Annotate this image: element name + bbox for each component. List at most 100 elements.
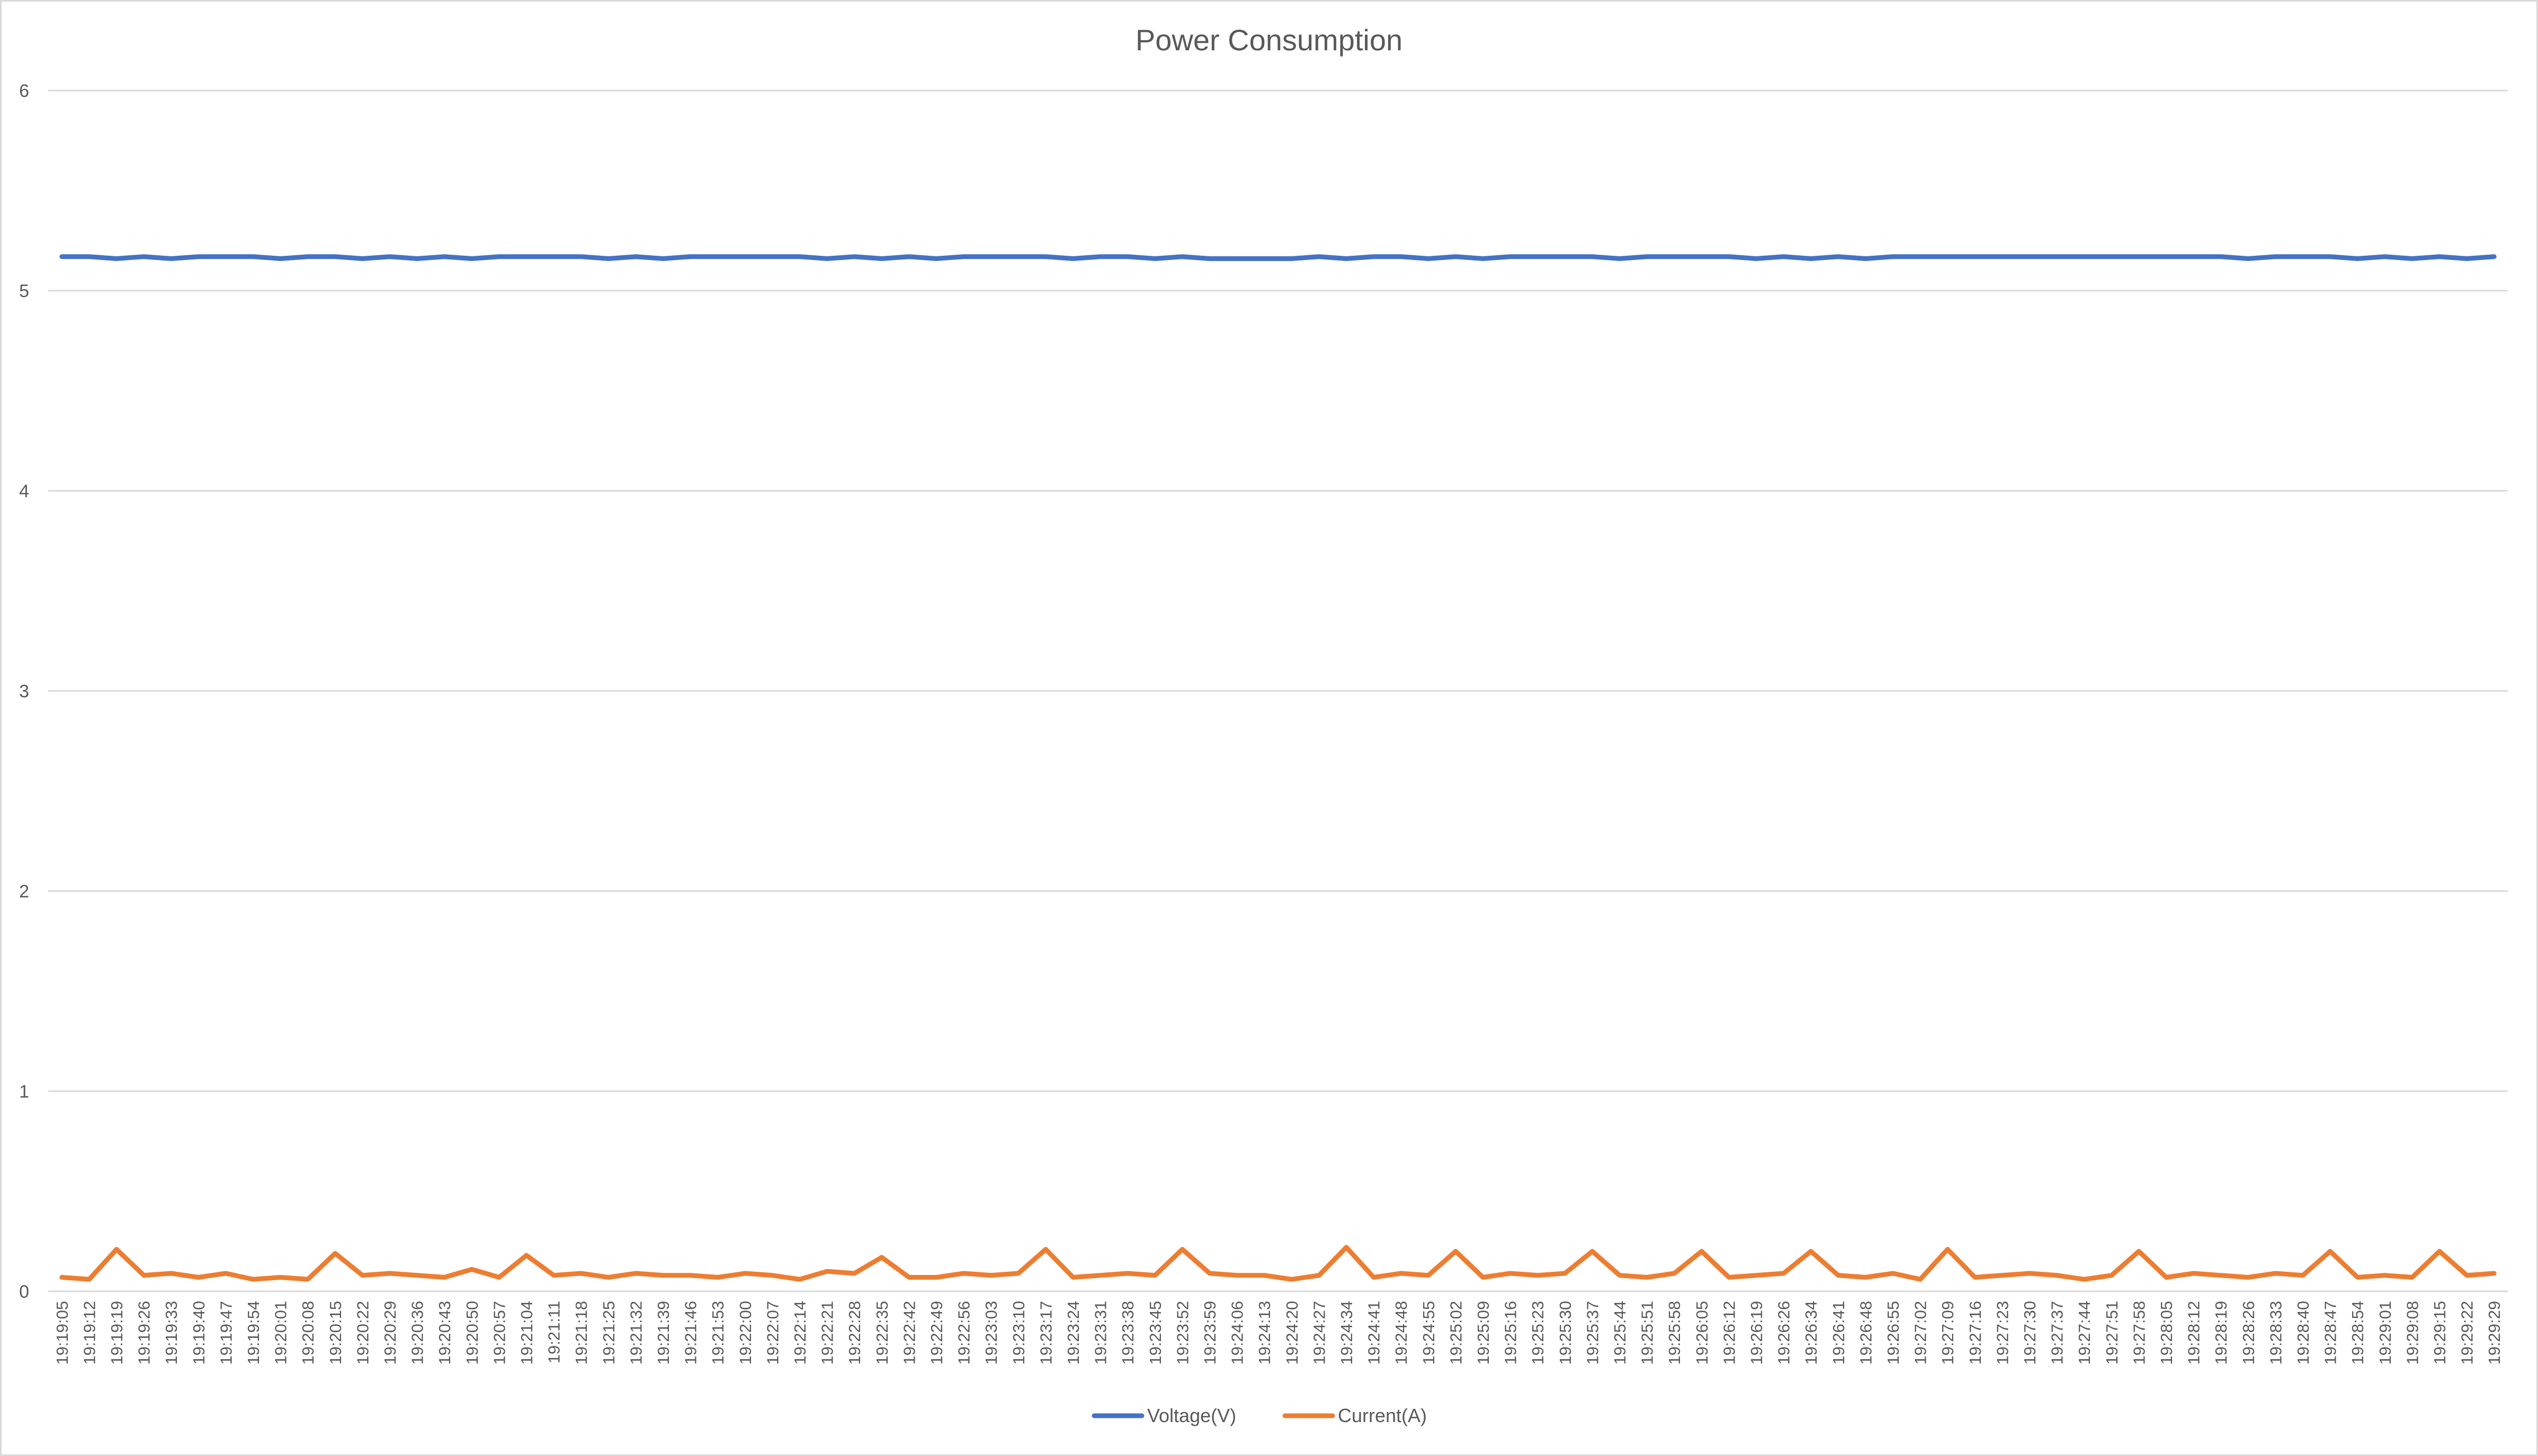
chart-title: Power Consumption: [1136, 23, 1402, 57]
x-tick-label: 19:22:56: [955, 1301, 973, 1365]
x-tick-label: 19:21:39: [654, 1301, 673, 1365]
x-tick-label: 19:19:54: [244, 1301, 263, 1365]
x-tick-label: 19:26:12: [1720, 1301, 1738, 1365]
x-tick-label: 19:25:44: [1611, 1301, 1629, 1365]
x-tick-label: 19:26:05: [1693, 1301, 1711, 1365]
x-tick-label: 19:25:58: [1665, 1301, 1684, 1365]
y-tick-label: 2: [19, 882, 29, 902]
legend-label: Voltage(V): [1147, 1405, 1236, 1426]
x-tick-label: 19:22:28: [845, 1301, 864, 1365]
x-tick-label: 19:25:30: [1556, 1301, 1575, 1365]
x-tick-label: 19:20:15: [326, 1301, 345, 1365]
x-tick-label: 19:24:20: [1283, 1301, 1301, 1365]
x-tick-label: 19:27:51: [2103, 1301, 2121, 1365]
x-tick-label: 19:23:31: [1092, 1301, 1110, 1365]
legend: Voltage(V) Current(A): [1092, 1405, 1427, 1426]
x-tick-label: 19:25:37: [1583, 1301, 1602, 1365]
x-tick-label: 19:22:49: [927, 1301, 946, 1365]
y-tick-label: 6: [19, 81, 29, 101]
x-tick-label: 19:28:54: [2348, 1301, 2367, 1365]
x-tick-label: 19:21:11: [545, 1301, 564, 1363]
x-tick-label: 19:26:19: [1747, 1301, 1766, 1365]
x-tick-label: 19:20:50: [463, 1301, 481, 1365]
x-tick-label: 19:26:34: [1802, 1301, 1820, 1365]
x-tick-label: 19:23:52: [1173, 1301, 1192, 1365]
x-tick-label: 19:26:55: [1884, 1301, 1902, 1365]
x-tick-label: 19:29:15: [2430, 1301, 2449, 1365]
y-tick-label: 5: [19, 281, 29, 301]
x-tick-label: 19:24:55: [1419, 1301, 1438, 1365]
x-tick-label: 19:20:36: [408, 1301, 427, 1365]
x-tick-label: 19:28:47: [2321, 1301, 2340, 1365]
x-tick-label: 19:24:34: [1337, 1301, 1356, 1365]
y-tick-label: 4: [19, 481, 29, 501]
x-tick-label: 19:24:41: [1365, 1301, 1383, 1365]
x-tick-label: 19:20:22: [353, 1301, 372, 1365]
x-tick-label: 19:25:02: [1446, 1301, 1465, 1365]
x-tick-label: 19:23:03: [982, 1301, 1000, 1365]
x-axis: 19:19:05 19:19:12 19:19:19 19:19:26 19:19:33…: [53, 1301, 2504, 1365]
x-tick-label: 19:28:40: [2294, 1301, 2312, 1365]
x-tick-label: 19:23:17: [1036, 1301, 1055, 1365]
x-tick-label: 19:19:05: [53, 1301, 72, 1365]
x-tick-label: 19:21:46: [682, 1301, 700, 1365]
x-tick-label: 19:20:08: [299, 1301, 317, 1365]
x-tick-label: 19:19:47: [217, 1301, 235, 1365]
x-tick-label: 19:22:07: [763, 1301, 782, 1365]
x-tick-label: 19:21:04: [517, 1301, 536, 1365]
x-tick-label: 19:24:48: [1392, 1301, 1410, 1365]
x-tick-label: 19:19:19: [108, 1301, 126, 1365]
x-tick-label: 19:27:02: [1911, 1301, 1930, 1365]
x-tick-label: 19:23:10: [1009, 1301, 1028, 1365]
x-tick-label: 19:22:35: [873, 1301, 891, 1365]
x-tick-label: 19:24:13: [1255, 1301, 1274, 1365]
x-tick-label: 19:27:09: [1938, 1301, 1957, 1365]
x-tick-label: 19:28:05: [2157, 1301, 2176, 1365]
x-tick-label: 19:27:37: [2048, 1301, 2067, 1365]
x-tick-label: 19:26:41: [1829, 1301, 1848, 1365]
x-tick-label: 19:19:12: [80, 1301, 99, 1365]
x-tick-label: 19:22:21: [818, 1301, 837, 1365]
y-tick-label: 3: [19, 681, 29, 702]
x-tick-label: 19:29:01: [2376, 1301, 2394, 1365]
x-tick-label: 19:29:29: [2485, 1301, 2504, 1365]
x-tick-label: 19:25:23: [1529, 1301, 1547, 1365]
y-axis: 0 1 2 3 4 5 6: [19, 81, 29, 1302]
x-tick-label: 19:26:48: [1856, 1301, 1875, 1365]
series-line-current: [59, 1245, 2497, 1282]
x-tick-label: 19:26:26: [1775, 1301, 1793, 1365]
x-tick-label: 19:21:53: [709, 1301, 727, 1365]
x-tick-label: 19:28:19: [2212, 1301, 2230, 1365]
x-tick-label: 19:20:57: [490, 1301, 508, 1365]
y-tick-label: 0: [19, 1282, 29, 1302]
x-tick-label: 19:20:43: [435, 1301, 454, 1365]
plot-series: [59, 254, 2497, 1282]
x-tick-label: 19:20:01: [272, 1301, 290, 1365]
x-tick-label: 19:19:26: [135, 1301, 154, 1365]
x-tick-label: 19:22:14: [791, 1301, 809, 1365]
x-tick-label: 19:21:25: [600, 1301, 618, 1365]
legend-label: Current(A): [1338, 1405, 1427, 1426]
x-tick-label: 19:27:16: [1966, 1301, 1985, 1365]
x-tick-label: 19:23:45: [1146, 1301, 1165, 1365]
x-tick-label: 19:23:24: [1064, 1301, 1083, 1365]
x-tick-label: 19:28:33: [2266, 1301, 2285, 1365]
x-tick-label: 19:27:44: [2075, 1301, 2094, 1365]
x-tick-label: 19:24:27: [1310, 1301, 1328, 1365]
x-tick-label: 19:23:38: [1119, 1301, 1137, 1365]
x-tick-label: 19:24:06: [1228, 1301, 1247, 1365]
y-tick-label: 1: [19, 1082, 29, 1102]
x-tick-label: 19:20:29: [381, 1301, 399, 1365]
x-tick-label: 19:25:16: [1502, 1301, 1520, 1365]
x-tick-label: 19:27:58: [2130, 1301, 2148, 1365]
x-tick-label: 19:21:32: [627, 1301, 645, 1365]
x-tick-label: 19:28:12: [2185, 1301, 2203, 1365]
x-tick-label: 19:21:18: [572, 1301, 591, 1365]
x-tick-label: 19:27:30: [2021, 1301, 2039, 1365]
x-tick-label: 19:19:33: [162, 1301, 181, 1365]
x-tick-label: 19:19:40: [190, 1301, 208, 1365]
x-tick-label: 19:29:22: [2458, 1301, 2477, 1365]
series-line-voltage: [59, 254, 2497, 261]
